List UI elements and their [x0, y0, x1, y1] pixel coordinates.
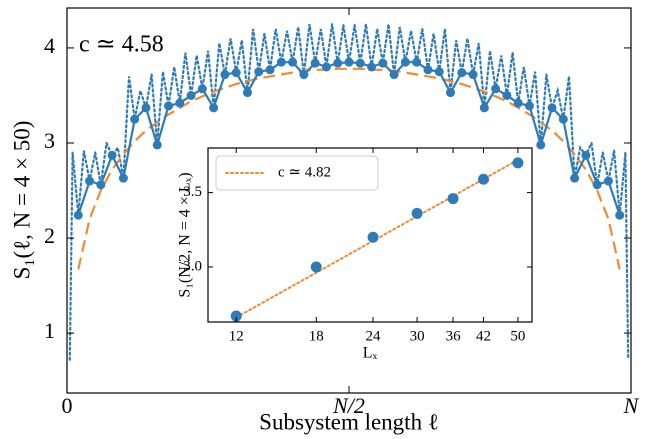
data-point — [411, 207, 423, 219]
data-point — [276, 57, 286, 67]
data-point — [446, 88, 456, 98]
data-point — [231, 68, 241, 78]
y-tick-label: 3 — [44, 128, 55, 153]
data-point — [141, 103, 151, 113]
data-point — [152, 140, 162, 150]
data-point — [85, 176, 95, 186]
x-tick-label: 0 — [62, 393, 73, 418]
legend-label: c ≃ 4.82 — [278, 164, 331, 180]
data-point — [536, 140, 546, 150]
plot-frame — [207, 147, 533, 323]
data-point — [310, 261, 322, 273]
data-point — [434, 67, 444, 77]
data-point — [164, 101, 174, 111]
x-tick-label: 24 — [366, 328, 382, 344]
data-point — [477, 173, 489, 185]
data-point — [333, 58, 343, 68]
y-axis-label: S₁(ℓ, N = 4 × 50) — [9, 121, 34, 280]
data-point — [389, 70, 399, 80]
data-point — [197, 84, 207, 94]
data-point — [73, 210, 83, 220]
data-point — [412, 57, 422, 67]
data-point — [615, 210, 625, 220]
legend-box — [215, 155, 379, 191]
data-point — [558, 114, 568, 124]
data-point — [367, 62, 377, 72]
data-point — [186, 90, 196, 100]
data-point — [209, 103, 219, 113]
x-axis-label: Subsystem length ℓ — [259, 409, 439, 434]
data-point — [220, 70, 230, 80]
annotation: c ≃ 4.58 — [79, 32, 164, 58]
x-tick-label: N/2 — [332, 393, 365, 418]
data-point — [230, 310, 242, 322]
data-point — [118, 173, 128, 183]
data-point — [321, 62, 331, 72]
x-axis-label: Lₓ — [363, 345, 378, 362]
data-point — [355, 58, 365, 68]
data-point — [570, 173, 580, 183]
data-point — [107, 150, 117, 160]
series-line — [77, 67, 621, 270]
data-point — [547, 103, 557, 113]
data-point — [175, 98, 185, 108]
data-point — [581, 150, 591, 160]
y-tick-label: 2 — [44, 223, 55, 248]
data-point — [423, 65, 433, 75]
data-point — [344, 57, 354, 67]
x-tick-label: 12 — [229, 328, 244, 344]
y-tick-label: 3.0 — [183, 258, 202, 274]
data-point — [367, 231, 379, 243]
x-tick-label: 18 — [309, 328, 324, 344]
data-point — [592, 180, 602, 190]
y-tick-label: 1 — [44, 318, 55, 343]
data-point — [130, 114, 140, 124]
data-point — [491, 84, 501, 94]
y-axis-label: S₁(N/2, N = 4 × Lₓ) — [177, 172, 194, 297]
x-tick-label: 36 — [446, 328, 462, 344]
data-point — [96, 180, 106, 190]
data-point — [378, 58, 388, 68]
data-point — [447, 193, 459, 205]
data-point — [265, 65, 275, 75]
x-tick-label: N — [623, 393, 640, 418]
data-point — [502, 90, 512, 100]
data-point — [513, 98, 523, 108]
data-point — [310, 58, 320, 68]
data-point — [468, 70, 478, 80]
x-tick-label: 42 — [476, 328, 491, 344]
data-point — [479, 103, 489, 113]
data-point — [512, 157, 524, 169]
x-tick-label: 50 — [510, 328, 525, 344]
data-point — [254, 67, 264, 77]
data-point — [400, 57, 410, 67]
data-point — [457, 68, 467, 78]
data-point — [288, 57, 298, 67]
data-point — [242, 88, 252, 98]
x-tick-label: 30 — [410, 328, 425, 344]
data-point — [299, 70, 309, 80]
data-point — [603, 176, 613, 186]
y-tick-label: 4 — [44, 33, 55, 58]
data-point — [524, 101, 534, 111]
y-tick-label: 3.5 — [183, 184, 202, 200]
